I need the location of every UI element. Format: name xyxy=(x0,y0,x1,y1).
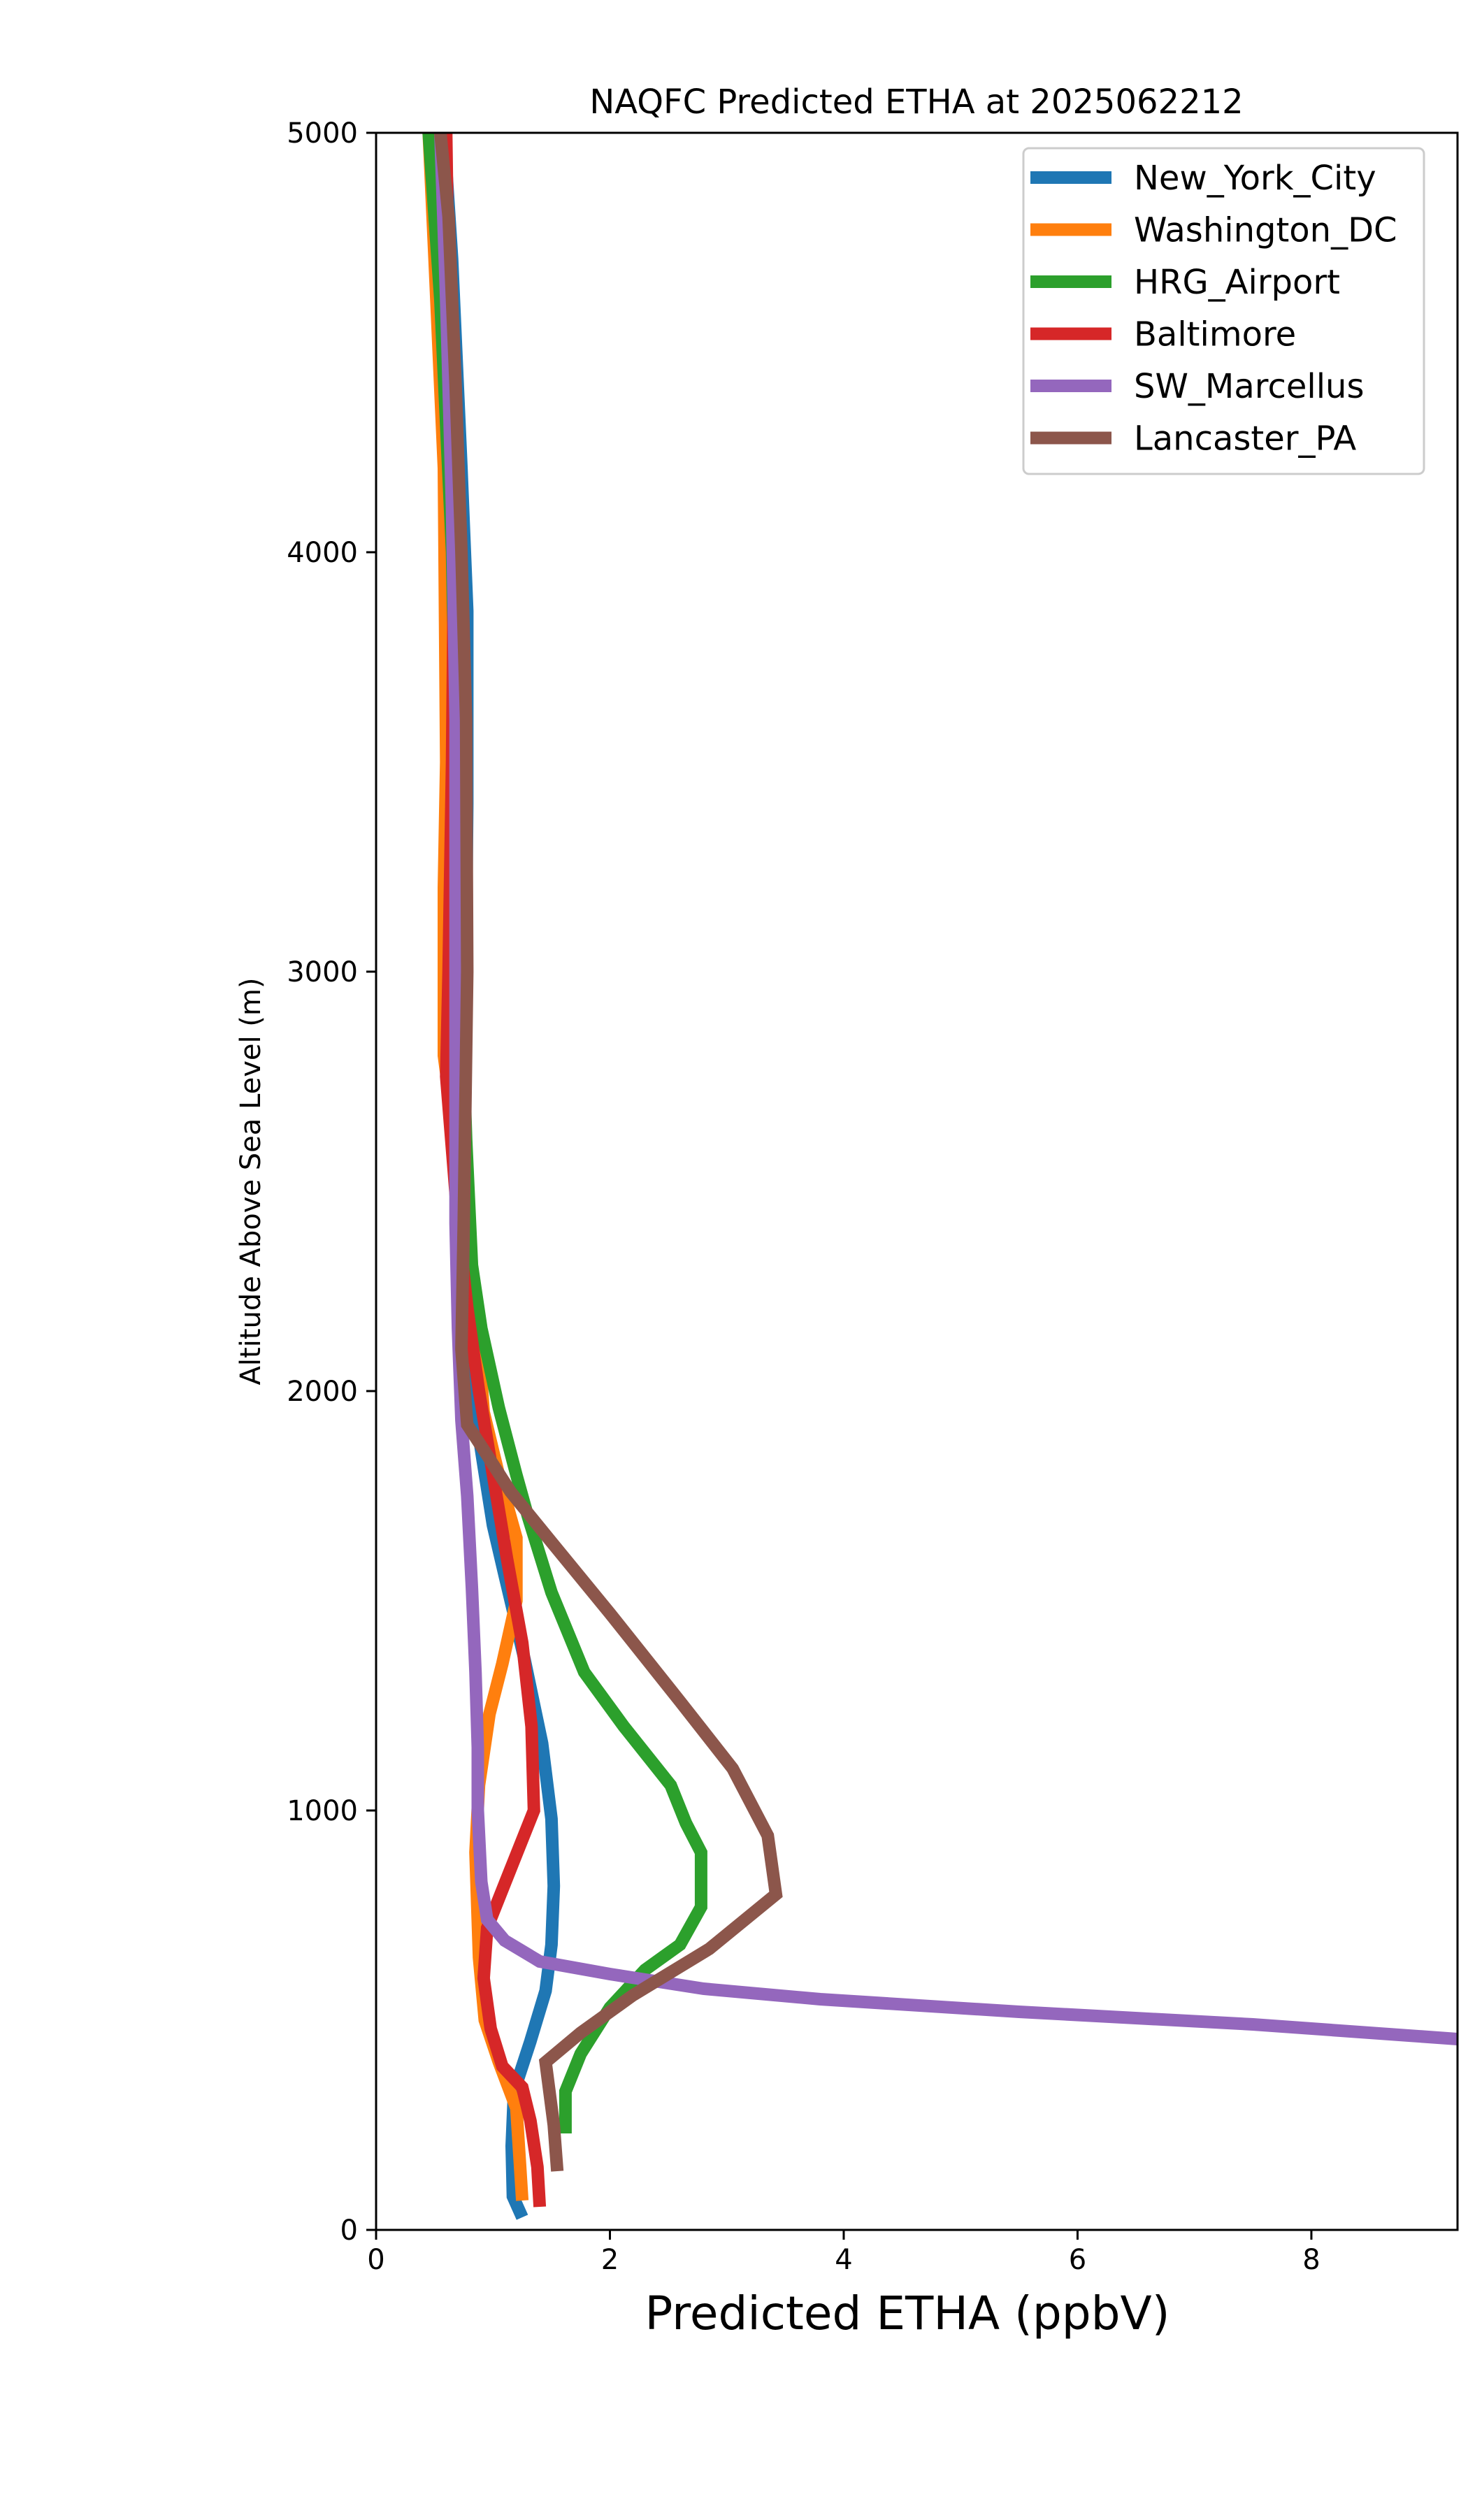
chart-title: NAQFC Predicted ETHA at 2025062212 xyxy=(589,82,1243,122)
legend-label: Washington_DC xyxy=(1134,211,1397,250)
y-tick-label: 5000 xyxy=(287,117,358,150)
legend-label: Lancaster_PA xyxy=(1134,419,1356,459)
y-tick-label: 3000 xyxy=(287,956,358,988)
y-tick-label: 4000 xyxy=(287,537,358,569)
x-tick-label: 6 xyxy=(1069,2244,1086,2276)
series-line-lancaster-pa xyxy=(434,133,783,2172)
x-tick-label: 4 xyxy=(835,2244,852,2276)
legend-label: Baltimore xyxy=(1134,315,1296,354)
legend: New_York_City Washington_DC HRG_Airport Bal… xyxy=(1022,147,1425,475)
legend-label: HRG_Airport xyxy=(1134,263,1340,302)
x-tick-label: 2 xyxy=(601,2244,619,2276)
y-axis-label: Altitude Above Sea Level (m) xyxy=(235,978,267,1385)
x-axis-ticks: 0 2 4 6 8 xyxy=(367,2230,1321,2276)
legend-label: SW_Marcellus xyxy=(1134,367,1364,406)
plot-frame xyxy=(375,131,1459,2231)
series-line-sw-marcellus xyxy=(434,133,1458,2045)
series-layer xyxy=(422,133,1458,2220)
y-tick-label: 2000 xyxy=(287,1376,358,1408)
y-axis-ticks: 0 1000 2000 3000 4000 5000 xyxy=(287,117,376,2247)
x-tick-label: 8 xyxy=(1302,2244,1320,2276)
y-tick-label: 1000 xyxy=(287,1795,358,1827)
y-tick-label: 0 xyxy=(340,2215,358,2247)
legend-box xyxy=(1022,147,1425,475)
x-tick-label: 0 xyxy=(367,2244,384,2276)
x-axis-label: Predicted ETHA (ppbV) xyxy=(645,2287,1170,2340)
legend-entries: New_York_City Washington_DC HRG_Airport Bal… xyxy=(1030,159,1397,459)
legend-label: New_York_City xyxy=(1134,159,1376,198)
